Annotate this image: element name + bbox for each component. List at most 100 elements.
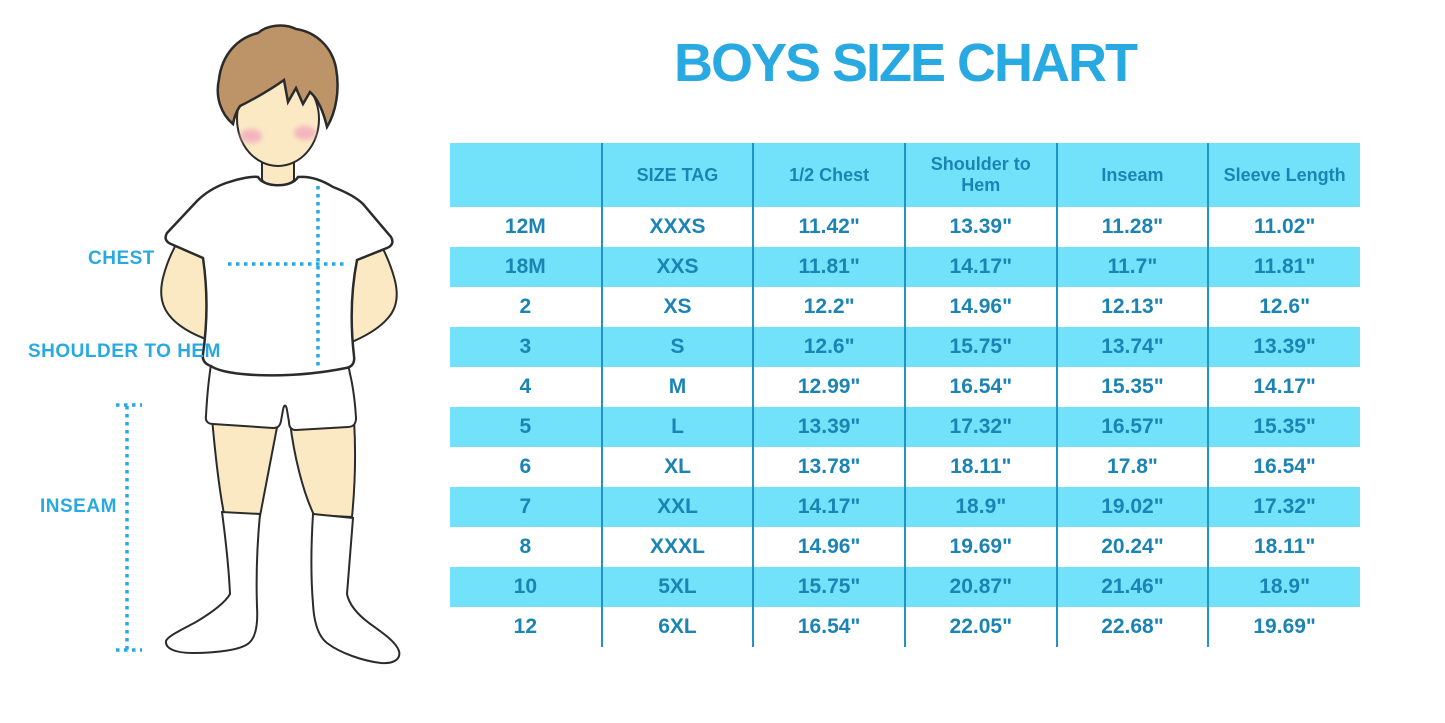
table-row: 6 XL 13.78" 18.11" 17.8" 16.54" (450, 447, 1360, 487)
value-cell: 12.13" (1055, 287, 1209, 327)
value-cell: 22.05" (903, 607, 1057, 647)
value-cell: 16.54" (903, 367, 1057, 407)
value-cell: 14.17" (1207, 367, 1360, 407)
value-cell: 11.42" (752, 207, 905, 247)
blush-right (294, 126, 316, 140)
value-cell: 11.28" (1055, 207, 1209, 247)
value-cell: S (600, 327, 754, 367)
value-cell: 14.17" (752, 487, 905, 527)
size-cell: 18M (504, 255, 546, 278)
size-cell: 7 (519, 495, 532, 518)
value-cell: 18.11" (903, 447, 1057, 487)
value-cell: 22.68" (1055, 607, 1209, 647)
socks (164, 510, 401, 665)
value-cell: 14.96" (903, 287, 1057, 327)
size-cell: 5 (519, 415, 532, 438)
value-cell: 18.11" (1207, 527, 1360, 567)
value-cell: 13.39" (1207, 327, 1360, 367)
value-cell: 20.24" (1055, 527, 1209, 567)
chest-label: CHEST (88, 248, 155, 269)
table-row: 2 XS 12.2" 14.96" 12.13" 12.6" (450, 287, 1360, 327)
value-cell: 13.39" (903, 207, 1057, 247)
table-row: 18M XXS 11.81" 14.17" 11.7" 11.81" (450, 247, 1360, 287)
value-cell: 11.81" (752, 247, 905, 287)
value-cell: 12.6" (752, 327, 905, 367)
value-cell: 5XL (600, 567, 754, 607)
shoulder-to-hem-label: SHOULDER TO HEM (28, 341, 221, 362)
value-cell: XXXS (600, 207, 754, 247)
value-cell: 11.02" (1207, 207, 1360, 247)
column-header: Sleeve Length (1207, 143, 1360, 207)
value-cell: 13.39" (752, 407, 905, 447)
legs (210, 416, 357, 519)
size-table-body: 12M XXXS 11.42" 13.39" 11.28" 11.02" 18M XXS 11.… (450, 207, 1360, 647)
hair (216, 24, 339, 131)
size-cell: 12 (513, 615, 537, 638)
table-row: 7 XXL 14.17" 18.9" 19.02" 17.32" (450, 487, 1360, 527)
size-cell: 4 (519, 375, 532, 398)
size-cell: 12M (504, 215, 546, 238)
value-cell: 14.17" (903, 247, 1057, 287)
table-row: 10 5XL 15.75" 20.87" 21.46" 18.9" (450, 567, 1360, 607)
value-cell: 15.75" (903, 327, 1057, 367)
value-cell: 11.81" (1207, 247, 1360, 287)
table-row: 8 XXXL 14.96" 19.69" 20.24" 18.11" (450, 527, 1360, 567)
value-cell: 20.87" (903, 567, 1057, 607)
size-cell: 8 (519, 535, 532, 558)
column-header (450, 143, 602, 207)
value-cell: 6XL (600, 607, 754, 647)
measurement-lines (116, 186, 345, 652)
value-cell: 16.54" (1207, 447, 1360, 487)
size-cell: 6 (519, 455, 532, 478)
value-cell: 12.2" (752, 287, 905, 327)
value-cell: 15.75" (752, 567, 905, 607)
table-row: 5 L 13.39" 17.32" 16.57" 15.35" (450, 407, 1360, 447)
value-cell: 17.32" (1207, 487, 1360, 527)
value-cell: XXXL (600, 527, 754, 567)
value-cell: XXS (600, 247, 754, 287)
size-table-container: SIZE TAG 1/2 Chest Shoulder to Hem Inseam Sl… (450, 143, 1360, 647)
column-header: Shoulder to Hem (903, 143, 1057, 207)
value-cell: 19.69" (1207, 607, 1360, 647)
table-row: 4 M 12.99" 16.54" 15.35" 14.17" (450, 367, 1360, 407)
column-header: SIZE TAG (600, 143, 754, 207)
value-cell: 15.35" (1207, 407, 1360, 447)
table-row: 12 6XL 16.54" 22.05" 22.68" 19.69" (450, 607, 1360, 647)
value-cell: XS (600, 287, 754, 327)
value-cell: 13.78" (752, 447, 905, 487)
table-row: 12M XXXS 11.42" 13.39" 11.28" 11.02" (450, 207, 1360, 247)
t-shirt (164, 175, 394, 377)
value-cell: 18.9" (903, 487, 1057, 527)
boy-figure-illustration (116, 24, 401, 665)
value-cell: L (600, 407, 754, 447)
value-cell: 17.8" (1055, 447, 1209, 487)
column-header: 1/2 Chest (752, 143, 905, 207)
value-cell: 21.46" (1055, 567, 1209, 607)
value-cell: 19.02" (1055, 487, 1209, 527)
size-cell: 2 (519, 295, 532, 318)
shorts (204, 357, 358, 432)
value-cell: 11.7" (1055, 247, 1209, 287)
value-cell: 17.32" (903, 407, 1057, 447)
value-cell: 12.6" (1207, 287, 1360, 327)
value-cell: 12.99" (752, 367, 905, 407)
value-cell: XXL (600, 487, 754, 527)
page-title: BOYS SIZE CHART (673, 33, 1138, 93)
inseam-label: INSEAM (40, 496, 117, 517)
head (216, 24, 339, 167)
size-table: SIZE TAG 1/2 Chest Shoulder to Hem Inseam Sl… (450, 143, 1360, 647)
value-cell: 15.35" (1055, 367, 1209, 407)
value-cell: 19.69" (903, 527, 1057, 567)
value-cell: 18.9" (1207, 567, 1360, 607)
value-cell: 16.57" (1055, 407, 1209, 447)
value-cell: 14.96" (752, 527, 905, 567)
size-cell: 3 (519, 335, 532, 358)
value-cell: M (600, 367, 754, 407)
size-table-header: SIZE TAG 1/2 Chest Shoulder to Hem Inseam Sl… (450, 143, 1360, 207)
value-cell: 13.74" (1055, 327, 1209, 367)
column-header: Inseam (1055, 143, 1209, 207)
size-cell: 10 (513, 575, 537, 598)
blush-left (240, 129, 262, 143)
table-row: 3 S 12.6" 15.75" 13.74" 13.39" (450, 327, 1360, 367)
